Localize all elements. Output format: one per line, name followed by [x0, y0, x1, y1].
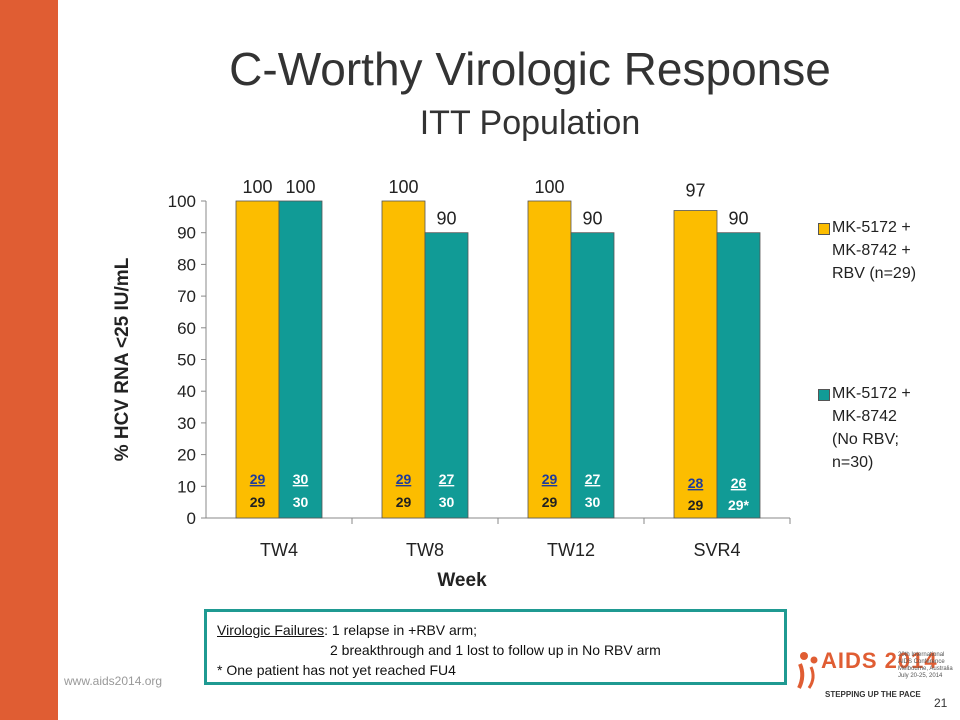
legend-swatch-series2 — [818, 389, 830, 401]
data-label-series2: 90 — [582, 209, 602, 229]
side-accent-bar — [0, 0, 58, 720]
slide-title: C-Worthy Virologic Response — [229, 43, 831, 95]
fraction-numerator-series2: 27 — [439, 471, 455, 487]
fraction-numerator-series2: 27 — [585, 471, 601, 487]
virologic-failures-note: Virologic Failures: 1 relapse in +RBV ar… — [204, 609, 787, 685]
fraction-denominator-series1: 29 — [688, 497, 704, 513]
data-label-series1: 97 — [685, 181, 705, 201]
legend-label-series1-line1: MK-5172 + — [832, 219, 911, 236]
legend-label-series2-line2: MK-8742 — [832, 408, 897, 425]
note-line-1: Virologic Failures: 1 relapse in +RBV ar… — [217, 620, 774, 640]
legend-item-series2: MK-5172 + MK-8742 (No RBV; n=30) — [818, 382, 958, 474]
bar-series2 — [570, 232, 615, 519]
x-tick-label: SVR4 — [693, 540, 740, 560]
y-tick-label: 70 — [177, 287, 196, 306]
y-axis-title: % HCV RNA <25 IU/mL — [112, 257, 133, 461]
x-tick-label: TW4 — [260, 540, 298, 560]
fraction-numerator-series1: 29 — [396, 471, 412, 487]
data-label-series2: 90 — [728, 209, 748, 229]
y-tick-label: 100 — [168, 192, 196, 211]
y-tick-label: 0 — [187, 509, 196, 528]
data-label-series1: 100 — [242, 177, 272, 197]
bar-series2 — [278, 200, 323, 519]
fraction-denominator-series1: 29 — [250, 494, 266, 510]
logo-conference-text: 20th International AIDS Conference Melbo… — [898, 652, 953, 679]
y-tick-label: 20 — [177, 446, 196, 465]
aids2014-logo: AIDS 2014 20th International AIDS Confer… — [795, 648, 955, 710]
logo-figure-icon — [797, 652, 818, 689]
fraction-denominator-series2: 30 — [585, 494, 601, 510]
legend-label-series1-line3: RBV (n=29) — [832, 265, 917, 282]
y-tick-label: 80 — [177, 255, 196, 274]
y-tick-label: 50 — [177, 351, 196, 370]
legend-label-series2-line3: (No RBV; — [832, 431, 899, 448]
fraction-denominator-series1: 29 — [396, 494, 412, 510]
data-label-series2: 100 — [285, 177, 315, 197]
fraction-denominator-series2: 29* — [728, 497, 750, 513]
bar-series1 — [235, 200, 280, 519]
legend-swatch-series1 — [818, 223, 830, 235]
data-label-series1: 100 — [534, 177, 564, 197]
bar-series1 — [673, 210, 718, 519]
slide-subtitle: ITT Population — [419, 104, 641, 142]
fraction-numerator-series1: 28 — [688, 475, 704, 491]
data-label-series1: 100 — [388, 177, 418, 197]
fraction-denominator-series2: 30 — [293, 494, 309, 510]
bar-series2 — [716, 232, 761, 519]
x-axis-title: Week — [437, 570, 487, 591]
logo-text: AIDS 2014 — [821, 648, 938, 673]
fraction-numerator-series1: 29 — [542, 471, 558, 487]
footer-url: www.aids2014.org — [64, 674, 163, 688]
note-line-1-text: : 1 relapse in +RBV arm; — [324, 622, 478, 638]
bar-series1 — [527, 200, 572, 519]
note-line-3: * One patient has not yet reached FU4 — [217, 662, 456, 678]
y-tick-label: 40 — [177, 382, 196, 401]
fraction-numerator-series1: 29 — [250, 471, 266, 487]
x-tick-label: TW12 — [547, 540, 595, 560]
bar-series2 — [424, 232, 469, 519]
note-heading: Virologic Failures — [217, 622, 325, 638]
data-label-series2: 90 — [436, 209, 456, 229]
legend-label-series1-line2: MK-8742 + — [832, 242, 911, 259]
legend-item-series1: MK-5172 + MK-8742 + RBV (n=29) — [818, 216, 958, 285]
fraction-denominator-series2: 30 — [439, 494, 455, 510]
note-line-2: 2 breakthrough and 1 lost to follow up i… — [330, 642, 661, 658]
y-tick-label: 10 — [177, 477, 196, 496]
fraction-numerator-series2: 26 — [731, 475, 747, 491]
logo-tagline: STEPPING UP THE PACE — [825, 690, 921, 699]
y-tick-label: 30 — [177, 414, 196, 433]
fraction-denominator-series1: 29 — [542, 494, 558, 510]
y-tick-label: 60 — [177, 319, 196, 338]
page-number: 21 — [934, 696, 948, 710]
x-tick-label: TW8 — [406, 540, 444, 560]
fraction-numerator-series2: 30 — [293, 471, 309, 487]
bar-series1 — [381, 200, 426, 519]
legend-label-series2-line1: MK-5172 + — [832, 385, 911, 402]
y-tick-label: 90 — [177, 224, 196, 243]
legend-label-series2-line4: n=30) — [832, 454, 874, 471]
